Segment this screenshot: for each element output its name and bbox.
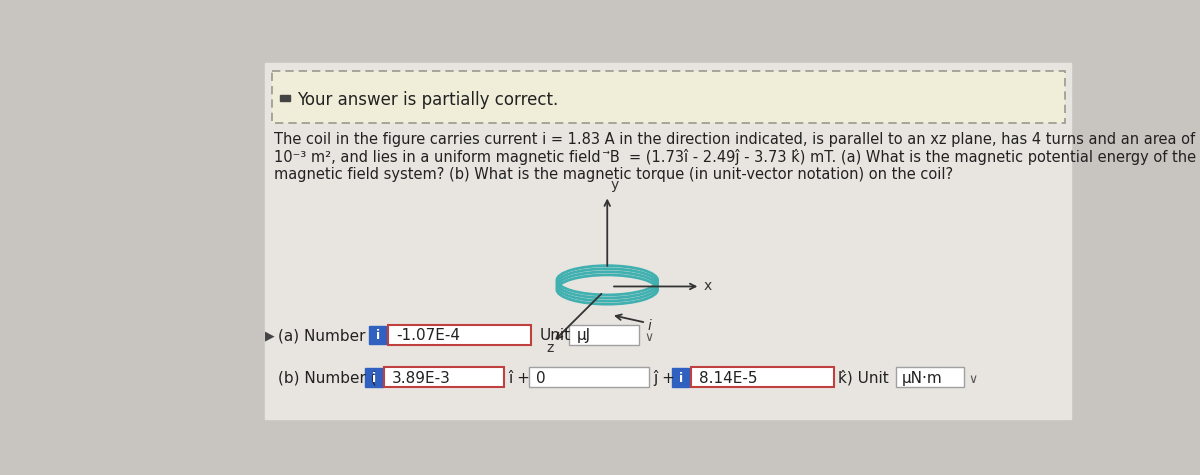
Text: (a) Number: (a) Number: [278, 328, 365, 343]
Bar: [388, 325, 532, 345]
Bar: [895, 367, 964, 387]
Text: z: z: [547, 341, 554, 355]
Text: Unit: Unit: [540, 328, 571, 343]
Text: 10⁻³ m², and lies in a uniform magnetic field  ⃗B  = (1.73î - 2.49ĵ - 3.73 k̂) m: 10⁻³ m², and lies in a uniform magnetic …: [274, 149, 1200, 165]
Text: i: i: [372, 371, 376, 385]
Text: Your answer is partially correct.: Your answer is partially correct.: [298, 91, 558, 109]
Bar: [370, 326, 386, 344]
Text: y: y: [611, 178, 619, 192]
Bar: [384, 367, 504, 387]
Text: μJ: μJ: [576, 328, 590, 343]
Text: The coil in the figure carries current i = 1.83 A in the direction indicated, is: The coil in the figure carries current i…: [274, 132, 1200, 147]
Text: i: i: [648, 320, 652, 333]
Text: x: x: [703, 279, 712, 294]
Text: î +: î +: [508, 370, 530, 386]
Bar: [281, 95, 290, 101]
Text: i: i: [679, 371, 683, 385]
Text: (b) Number (: (b) Number (: [278, 370, 377, 386]
Bar: [569, 325, 640, 345]
Text: ∨: ∨: [644, 331, 654, 344]
Bar: [529, 367, 649, 387]
Text: 8.14E-5: 8.14E-5: [698, 370, 757, 386]
Text: ∨: ∨: [968, 373, 978, 386]
Text: ĵ +: ĵ +: [653, 370, 674, 386]
Text: ▶: ▶: [265, 329, 275, 342]
Text: i: i: [376, 329, 380, 342]
Bar: [265, 63, 1070, 419]
Bar: [691, 367, 834, 387]
Text: k̂) Unit: k̂) Unit: [839, 370, 889, 386]
Text: 0: 0: [536, 370, 546, 386]
Text: magnetic field system? (b) What is the magnetic torque (in unit-vector notation): magnetic field system? (b) What is the m…: [274, 167, 953, 182]
Text: -1.07E-4: -1.07E-4: [396, 328, 461, 343]
Bar: [672, 368, 689, 387]
Bar: [366, 368, 383, 387]
Text: μN·m: μN·m: [901, 370, 942, 386]
Text: 3.89E-3: 3.89E-3: [391, 370, 451, 386]
Bar: [272, 71, 1064, 123]
